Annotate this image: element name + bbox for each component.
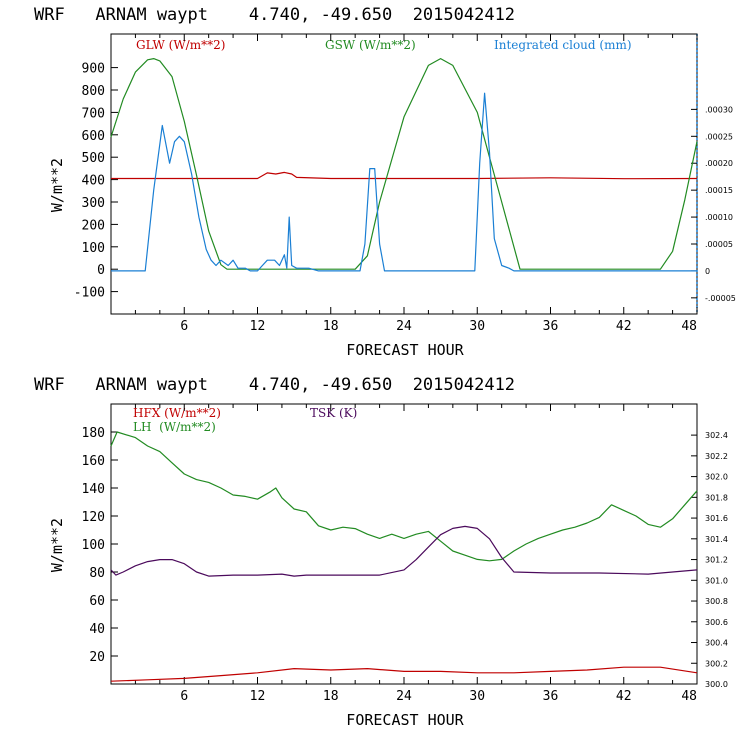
y2-tick-label: 300.4	[705, 639, 728, 648]
y-tick-label: 100	[82, 538, 105, 553]
panel-1-title: WRF ARNAM waypt 4.740, -49.650 201504241…	[34, 5, 515, 25]
y2-tick-label: 301.8	[705, 493, 728, 502]
y2-tick-label: .00010	[705, 213, 733, 222]
y2-tick-label: 301.0	[705, 576, 728, 585]
x-tick-label: 24	[396, 689, 412, 704]
panel-1-xlabel: FORECAST HOUR	[346, 341, 464, 359]
x-tick-label: 48	[681, 689, 697, 704]
panel-1: WRF ARNAM waypt 4.740, -49.650 201504241…	[34, 5, 736, 359]
y-tick-label: 100	[82, 241, 105, 256]
y-tick-label: 40	[89, 622, 105, 637]
x-tick-label: 48	[681, 319, 697, 334]
y-tick-label: 800	[82, 84, 105, 99]
series-lh-line	[110, 431, 698, 562]
x-tick-label: 6	[180, 319, 188, 334]
x-tick-label: 30	[469, 319, 485, 334]
panel-1-ylabel: W/m**2	[48, 158, 66, 212]
y2-tick-label: 302.4	[705, 431, 728, 440]
legend-integrated-cloud: Integrated cloud (mm)	[494, 38, 632, 52]
y-tick-label: -100	[74, 286, 105, 301]
y-tick-label: 700	[82, 106, 105, 121]
x-tick-label: 42	[616, 689, 632, 704]
x-tick-label: 42	[616, 319, 632, 334]
y2-tick-label: .00015	[705, 186, 733, 195]
series-tsk-line	[110, 525, 698, 577]
y2-tick-label: 302.0	[705, 473, 728, 482]
x-tick-label: 18	[323, 319, 339, 334]
x-tick-label: 36	[543, 319, 559, 334]
y2-tick-label: 301.6	[705, 514, 728, 523]
legend-gsw: GSW (W/m**2)	[325, 38, 416, 52]
y2-tick-label: 301.4	[705, 535, 728, 544]
y-tick-label: 20	[89, 650, 105, 665]
panel-2-title: WRF ARNAM waypt 4.740, -49.650 201504241…	[34, 375, 515, 395]
x-tick-label: 36	[543, 689, 559, 704]
series-gsw-line	[110, 57, 698, 270]
y2-tick-label: .00005	[705, 240, 733, 249]
y2-tick-label: 301.2	[705, 556, 728, 565]
y2-tick-label: 302.2	[705, 452, 728, 461]
y-tick-label: 900	[82, 62, 105, 77]
y2-tick-label: 300.0	[705, 680, 728, 689]
y-tick-label: 500	[82, 151, 105, 166]
y2-tick-label: .00025	[705, 132, 733, 141]
panel-1-frame	[110, 33, 698, 315]
y2-tick-label: -.00005	[705, 294, 736, 303]
x-tick-label: 30	[469, 689, 485, 704]
y-tick-label: 160	[82, 454, 105, 469]
legend-glw: GLW (W/m**2)	[136, 38, 225, 52]
legend-hfx: HFX (W/m**2)	[133, 406, 221, 420]
y-tick-label: 400	[82, 174, 105, 189]
x-tick-label: 12	[250, 319, 266, 334]
y-tick-label: 600	[82, 129, 105, 144]
legend-lh: LH (W/m**2)	[133, 420, 216, 434]
y-tick-label: 140	[82, 482, 105, 497]
y2-tick-label: 300.2	[705, 659, 728, 668]
y2-tick-label: 300.6	[705, 618, 728, 627]
y-tick-label: 200	[82, 218, 105, 233]
panel-2-xlabel: FORECAST HOUR	[346, 711, 464, 729]
panel-2-frame	[110, 403, 698, 685]
y-tick-label: 120	[82, 510, 105, 525]
legend-tsk: TSK (K)	[310, 406, 357, 420]
y-tick-label: 0	[97, 263, 105, 278]
panel-2-ylabel: W/m**2	[48, 518, 66, 572]
x-tick-label: 18	[323, 689, 339, 704]
y2-tick-label: .00020	[705, 159, 733, 168]
x-tick-label: 24	[396, 319, 412, 334]
y2-tick-label: 0	[705, 267, 710, 276]
y2-tick-label: 300.8	[705, 597, 728, 606]
y-tick-label: 80	[89, 566, 105, 581]
x-tick-label: 12	[250, 689, 266, 704]
y-tick-label: 60	[89, 594, 105, 609]
y-tick-label: 300	[82, 196, 105, 211]
series-glw-line	[111, 171, 698, 180]
x-tick-label: 6	[180, 689, 188, 704]
series-hfx-line	[110, 666, 698, 682]
series-integrated-line	[111, 92, 697, 272]
panel-2: WRF ARNAM waypt 4.740, -49.650 201504241…	[34, 375, 728, 729]
y2-tick-label: .00030	[705, 105, 733, 114]
y-tick-label: 180	[82, 426, 105, 441]
